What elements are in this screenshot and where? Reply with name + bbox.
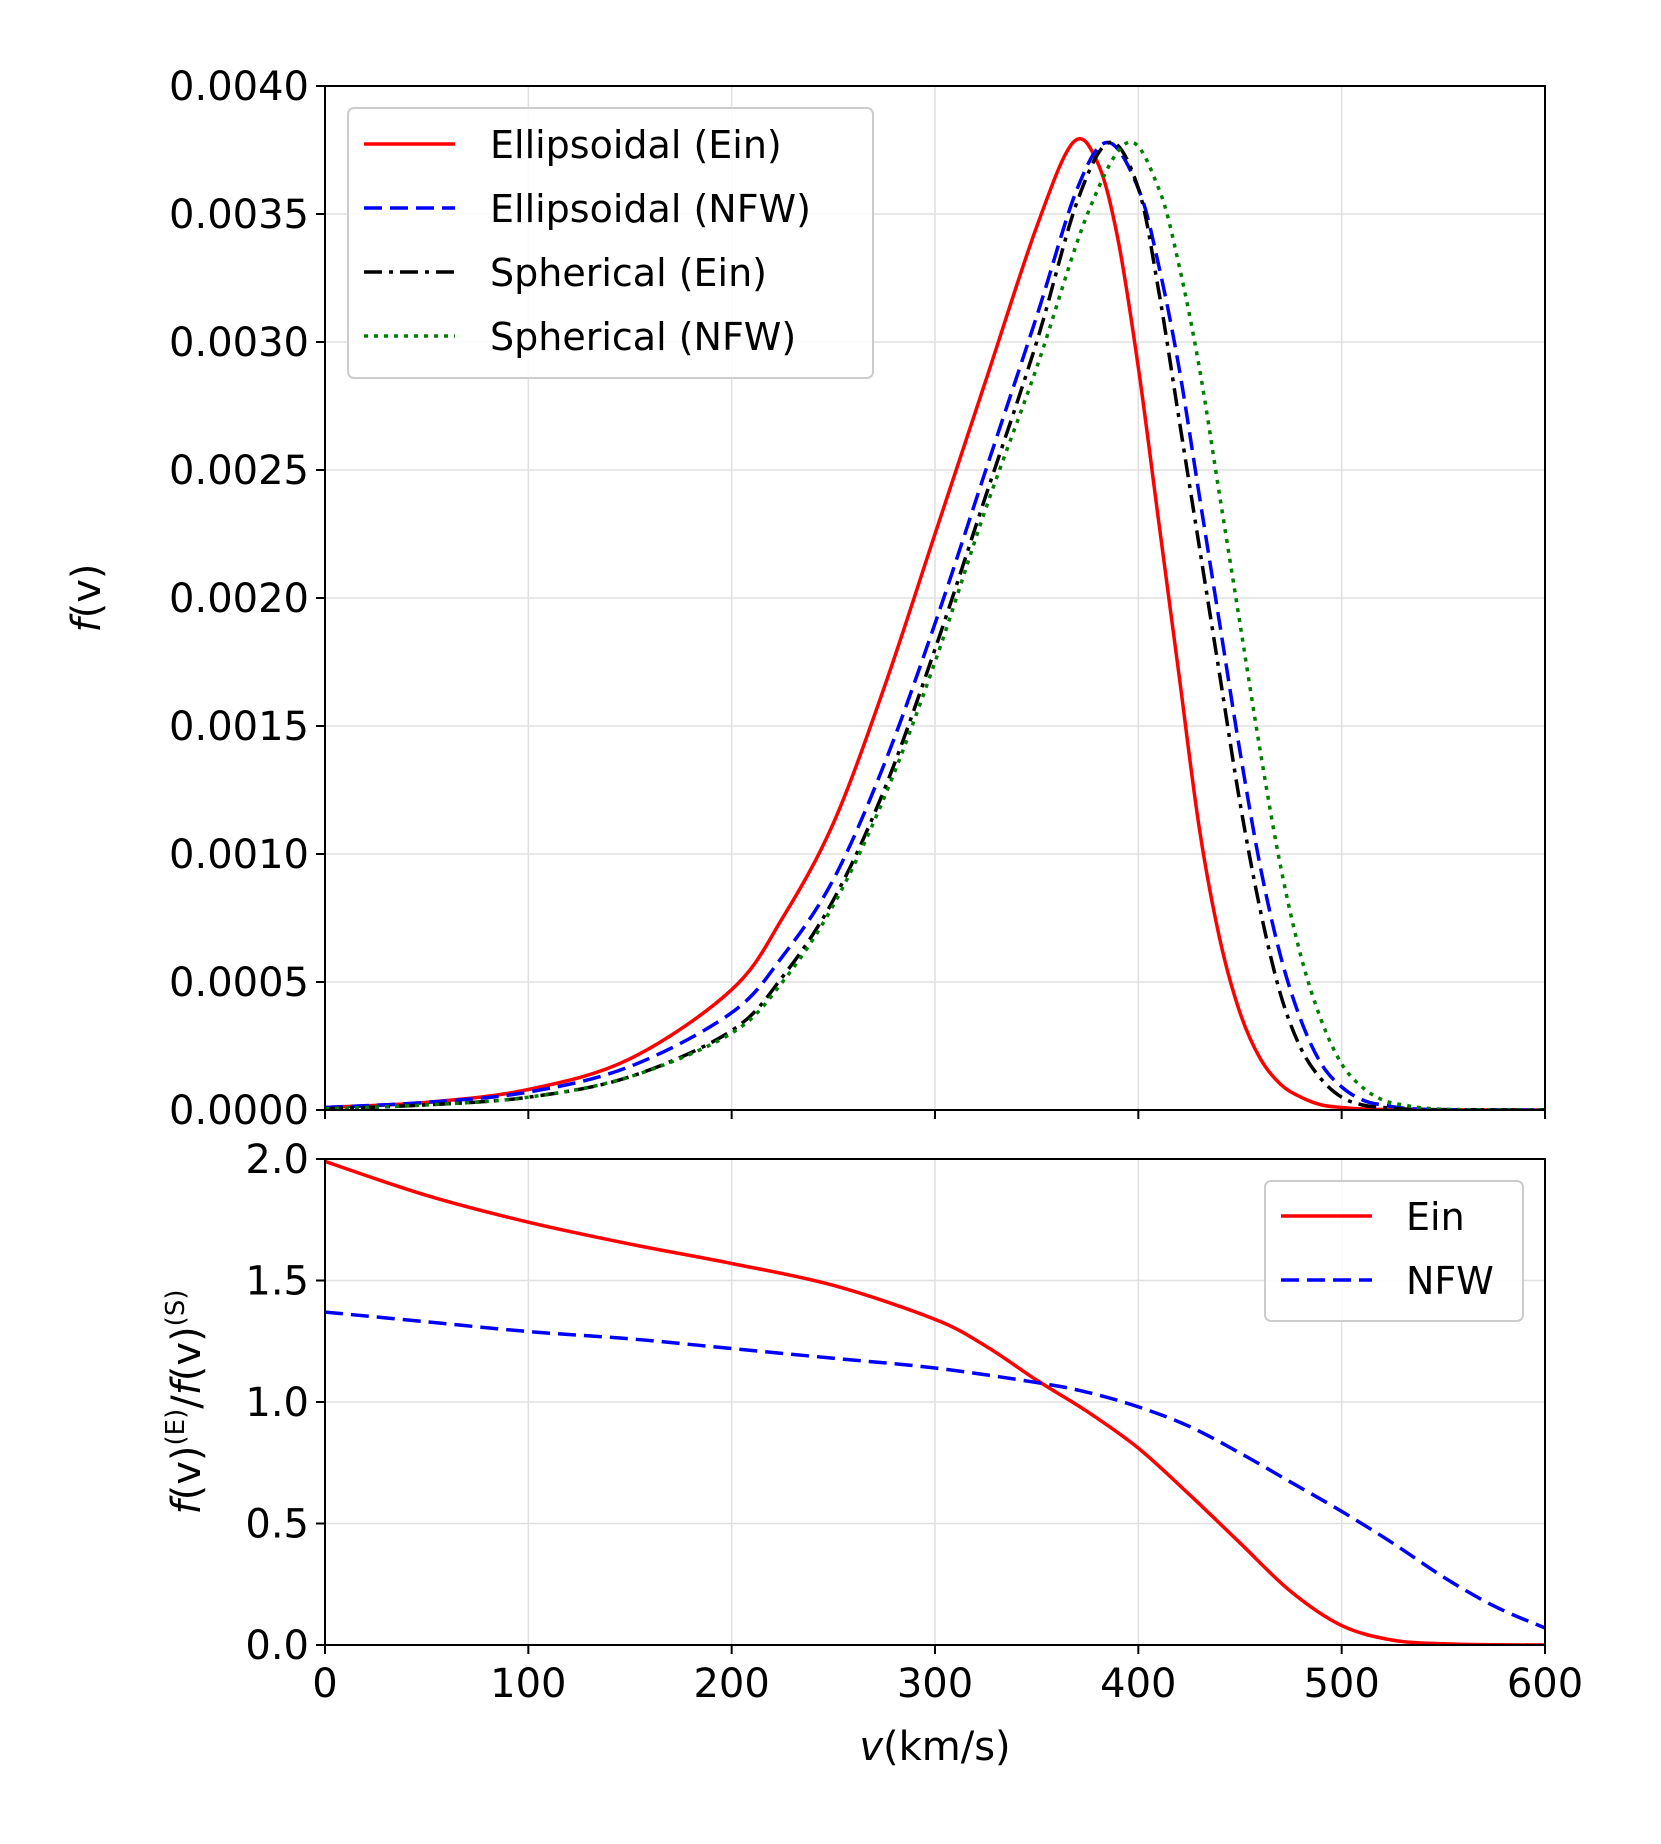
x-tick-label: 600 [1507,1661,1583,1707]
top-grid [324,85,1546,1111]
legend-label: Ellipsoidal (Ein) [490,123,782,167]
y-tick-label: 0.0005 [169,960,309,1006]
legend-label: Spherical (NFW) [490,315,796,359]
top-y-axis-label: f(v) [64,564,110,633]
y-tick-label: 0.0020 [169,576,309,622]
x-tick-label: 500 [1303,1661,1379,1707]
legend-label: Spherical (Ein) [490,251,767,295]
top-panel: 0.0000 0.0005 0.0010 0.0015 0.0020 0.0025 0.00… [64,64,1546,1134]
y-tick-label: 0.0040 [169,64,309,110]
bottom-panel: 0 100 200 300 400 500 600 0.0 0.5 1.0 1.5 2.0 f(v)(… [161,1137,1583,1770]
y-tick-label: 0.0025 [169,448,309,494]
y-tick-label: 0.5 [245,1502,309,1548]
y-tick-label: 1.0 [245,1380,309,1426]
x-tick-label: 300 [897,1661,973,1707]
series-line-0 [325,1159,1545,1645]
top-series-lines [325,137,1545,1110]
y-tick-label: 0.0035 [169,192,309,238]
legend-label: Ein [1406,1195,1465,1239]
y-tick-label: 0.0 [245,1623,309,1669]
top-ticks: 0.0000 0.0005 0.0010 0.0015 0.0020 0.0025 0.00… [169,64,1546,1134]
y-tick-label: 0.0010 [169,832,309,878]
y-tick-label: 1.5 [245,1259,309,1305]
top-legend: Ellipsoidal (Ein) Ellipsoidal (NFW) Spheri… [347,107,874,379]
series-line-0 [325,137,1545,1110]
y-tick-label: 0.0030 [169,320,309,366]
y-tick-label: 0.0015 [169,704,309,750]
bottom-ticks: 0 100 200 300 400 500 600 0.0 0.5 1.0 1.5 2.0 [245,1137,1583,1707]
bottom-series-lines [325,1159,1545,1645]
bottom-legend: Ein NFW [1264,1180,1524,1322]
x-tick-label: 400 [1100,1661,1176,1707]
x-tick-label: 200 [693,1661,769,1707]
x-tick-label: 100 [490,1661,566,1707]
y-tick-label: 0.0000 [169,1088,309,1134]
series-line-2 [325,140,1545,1110]
legend-label: Ellipsoidal (NFW) [490,187,811,231]
x-tick-label: 0 [312,1661,337,1707]
top-plot-area [325,137,1545,1110]
y-tick-label: 2.0 [245,1137,309,1183]
series-line-1 [325,1310,1545,1630]
bottom-y-axis-label: f(v)(E)/f(v)(S) [161,1290,210,1515]
bottom-x-axis-label: v(km/s) [859,1724,1010,1770]
legend-box [347,107,874,379]
legend-label: NFW [1406,1259,1494,1303]
